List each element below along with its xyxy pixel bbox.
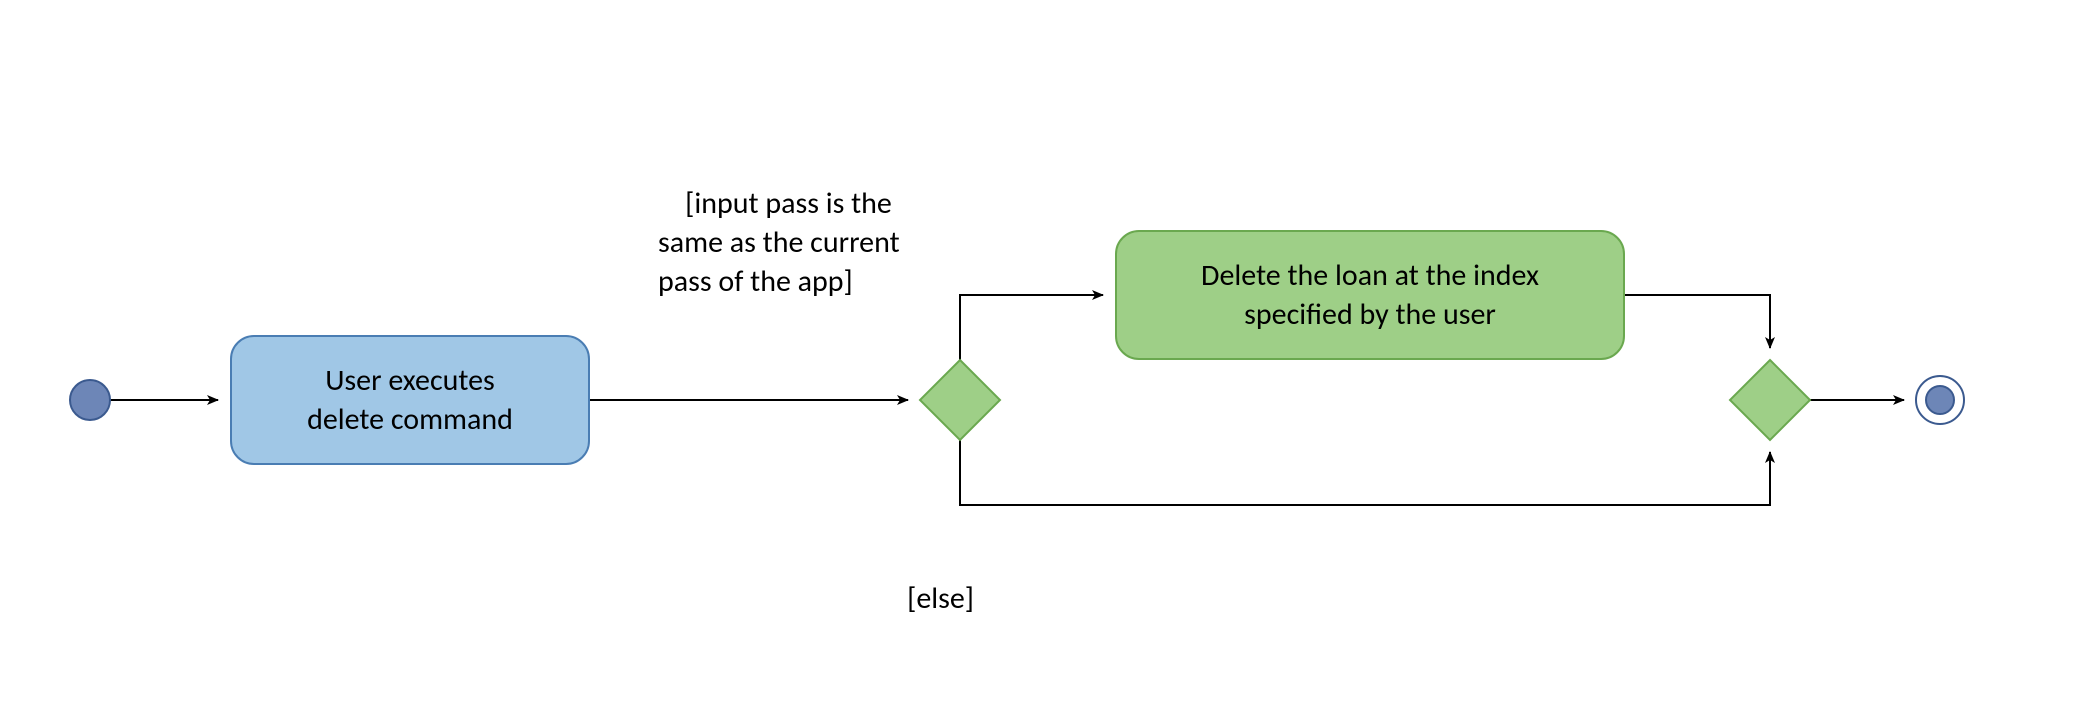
guard-true-label: [input pass is the same as the current p…	[658, 145, 900, 340]
activity-user-executes-delete: User executes delete command	[230, 335, 590, 465]
guard-else-label: [else]	[880, 540, 974, 657]
activity-diagram: User executes delete command Delete the …	[0, 0, 2088, 720]
activity2-text: Delete the loan at the index specified b…	[1201, 256, 1539, 334]
activity1-text: User executes delete command	[307, 361, 513, 439]
activity-delete-loan: Delete the loan at the index specified b…	[1115, 230, 1625, 360]
guard-else-text: [else]	[907, 580, 974, 617]
start-group	[70, 380, 110, 420]
decision-group	[920, 360, 1810, 440]
guard-true-text: [input pass is the same as the current p…	[658, 185, 900, 300]
end-group	[1916, 376, 1964, 424]
